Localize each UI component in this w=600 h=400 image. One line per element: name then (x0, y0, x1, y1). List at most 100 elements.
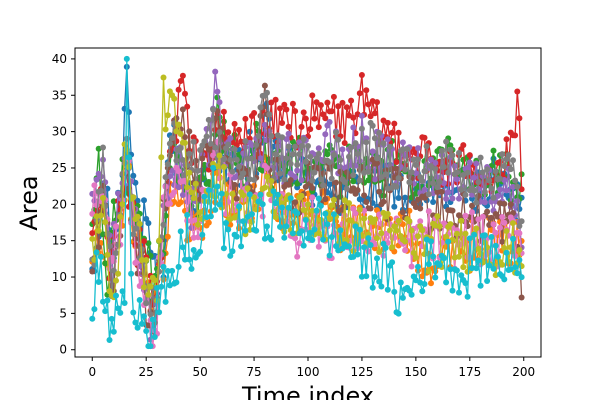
data-point (354, 251, 361, 258)
data-point (197, 209, 204, 216)
data-point (251, 176, 258, 183)
data-point (497, 175, 503, 182)
y-axis-label: Area (15, 175, 43, 230)
data-point (315, 195, 322, 202)
data-point (97, 187, 104, 194)
data-point (516, 230, 523, 237)
data-point (399, 209, 406, 216)
data-point (281, 176, 288, 183)
data-point (486, 262, 493, 269)
data-point (277, 223, 283, 230)
data-point (283, 106, 290, 113)
data-point (348, 217, 355, 224)
data-point (294, 180, 301, 187)
data-point (248, 155, 255, 162)
data-point (453, 230, 460, 237)
data-point (315, 165, 322, 172)
data-point (166, 152, 173, 159)
data-point (296, 151, 303, 158)
data-point (339, 99, 346, 106)
data-point (285, 123, 292, 130)
data-point (481, 199, 488, 206)
data-point (179, 157, 186, 163)
data-point (305, 143, 311, 149)
data-point (242, 227, 249, 234)
data-point (410, 249, 417, 256)
data-point (272, 200, 279, 207)
data-point (516, 115, 523, 122)
data-point (197, 147, 204, 153)
data-point (421, 134, 428, 141)
data-point (361, 192, 368, 199)
data-point (272, 214, 279, 221)
data-point (113, 250, 119, 256)
data-point (518, 294, 525, 301)
data-point (236, 126, 242, 133)
data-point (305, 201, 311, 208)
data-point (415, 156, 421, 163)
data-point (143, 257, 150, 263)
data-point (309, 237, 316, 243)
data-point (240, 218, 247, 225)
data-point (456, 149, 462, 156)
data-point (346, 153, 352, 160)
data-point (363, 135, 370, 142)
data-point (162, 126, 169, 133)
data-point (298, 123, 305, 130)
data-point (121, 141, 128, 148)
data-point (458, 272, 465, 279)
data-point (313, 207, 320, 214)
data-point (503, 136, 510, 143)
data-point (456, 253, 462, 260)
data-point (177, 145, 184, 152)
x-tick-label: 150 (404, 365, 427, 379)
data-point (369, 284, 376, 291)
data-point (240, 192, 247, 199)
data-point (164, 161, 171, 168)
data-point (315, 230, 322, 237)
data-point (216, 99, 223, 106)
data-point (484, 166, 491, 173)
data-point (313, 155, 320, 162)
x-tick-label: 75 (246, 365, 261, 379)
data-point (147, 283, 154, 290)
data-point (428, 156, 434, 163)
data-point (499, 214, 506, 220)
data-point (408, 263, 415, 270)
data-point (195, 221, 201, 228)
data-point (449, 152, 456, 159)
data-point (406, 218, 413, 225)
data-point (162, 298, 169, 305)
data-point (289, 230, 296, 237)
data-point (419, 227, 426, 234)
data-point (104, 251, 111, 258)
data-point (123, 55, 130, 62)
data-point (173, 279, 180, 286)
data-point (320, 182, 327, 189)
data-point (462, 191, 469, 198)
data-point (507, 166, 514, 173)
data-point (160, 221, 167, 228)
data-point (503, 249, 510, 256)
data-point (382, 171, 389, 178)
data-point (326, 252, 333, 259)
data-point (421, 186, 428, 193)
data-point (143, 328, 150, 334)
data-point (227, 135, 234, 142)
data-point (460, 142, 467, 149)
data-point (380, 198, 387, 205)
data-point (434, 189, 441, 195)
data-point (102, 260, 109, 267)
data-point (182, 256, 188, 263)
data-point (428, 280, 434, 287)
data-point (100, 231, 106, 238)
data-point (164, 112, 171, 119)
data-point (190, 234, 197, 241)
data-point (156, 268, 163, 275)
data-point (115, 270, 122, 277)
data-point (436, 178, 443, 185)
data-point (223, 191, 229, 197)
data-point (356, 177, 363, 184)
data-point (300, 242, 307, 249)
data-point (415, 145, 421, 152)
